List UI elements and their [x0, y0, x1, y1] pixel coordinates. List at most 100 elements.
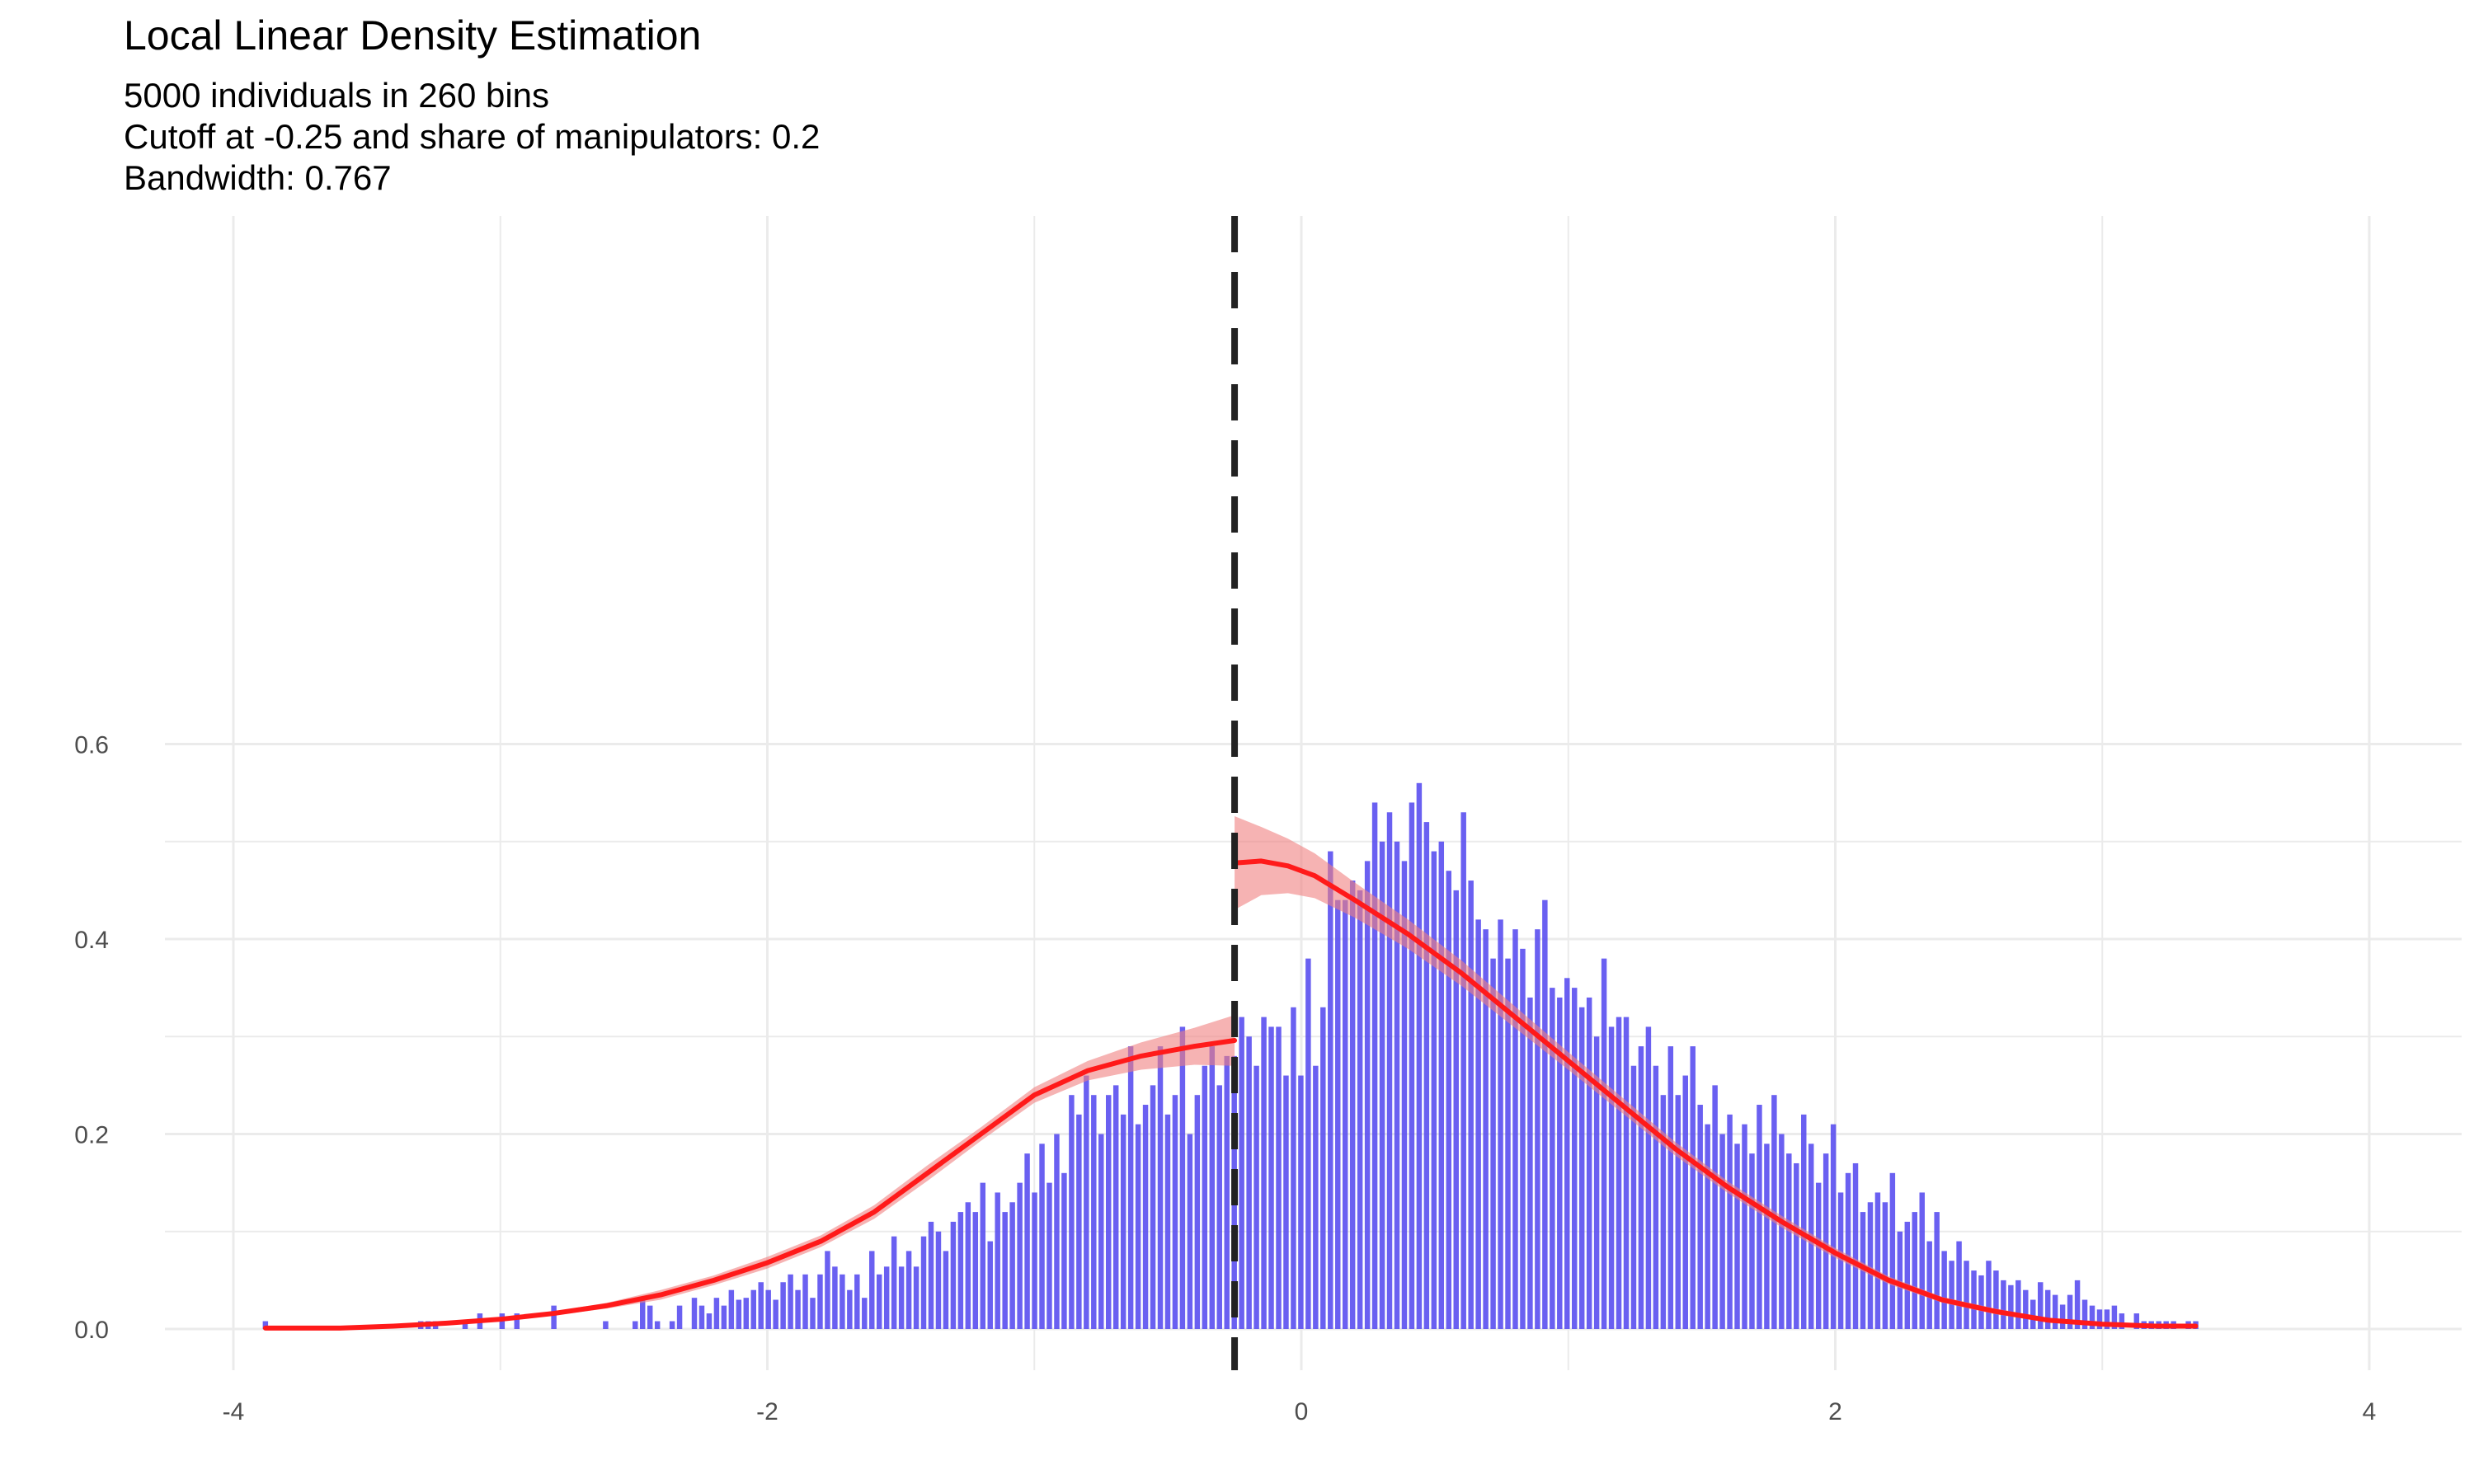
histogram-bars — [262, 782, 2199, 1329]
histogram-bar — [1912, 1212, 1917, 1329]
histogram-bar — [1112, 1085, 1119, 1329]
histogram-bar — [2119, 1313, 2125, 1329]
histogram-bar — [1505, 958, 1511, 1329]
histogram-bar — [1357, 890, 1363, 1329]
histogram-bar — [1202, 1065, 1208, 1329]
histogram-bar — [1837, 1192, 1844, 1329]
histogram-bar — [1964, 1261, 1969, 1329]
histogram-bar — [1335, 899, 1341, 1329]
histogram-bar — [603, 1321, 609, 1329]
histogram-bar — [551, 1305, 557, 1329]
histogram-bar — [1127, 1046, 1134, 1329]
histogram-bar — [1364, 861, 1371, 1329]
histogram-bar — [1630, 1065, 1637, 1329]
histogram-bar — [1475, 919, 1481, 1329]
histogram-bar — [691, 1298, 698, 1329]
histogram-bar — [1542, 899, 1548, 1329]
histogram-bar — [1897, 1231, 1903, 1329]
histogram-bar — [2096, 1309, 2103, 1329]
histogram-bar — [1305, 958, 1311, 1329]
histogram-bar — [1498, 919, 1503, 1329]
histogram-bar — [1867, 1202, 1874, 1329]
histogram-bar — [1283, 1075, 1289, 1329]
histogram-bar — [1054, 1134, 1060, 1329]
histogram-bar — [1239, 1017, 1244, 1329]
histogram-bar — [2067, 1294, 2073, 1329]
histogram-bar — [898, 1266, 905, 1329]
histogram-bar — [1882, 1202, 1888, 1329]
density-fit-lines — [262, 858, 2199, 1331]
histogram-bar — [1416, 782, 1423, 1329]
chart-subtitle-line-1: 5000 individuals in 260 bins — [124, 76, 550, 115]
histogram-bar — [1904, 1221, 1911, 1329]
histogram-bar — [1520, 948, 1526, 1329]
x-tick-label: -4 — [223, 1398, 245, 1425]
histogram-bar — [1734, 1144, 1740, 1329]
histogram-bar — [1593, 1036, 1600, 1329]
histogram-bar — [972, 1212, 979, 1329]
histogram-bar — [1483, 929, 1489, 1329]
histogram-bar — [2038, 1282, 2044, 1329]
histogram-bar — [1749, 1153, 1755, 1329]
histogram-bar — [1727, 1114, 1733, 1329]
histogram-bar — [891, 1236, 897, 1329]
density-fit-line-right — [1232, 858, 2199, 1329]
histogram-bar — [1298, 1075, 1304, 1329]
histogram-bar — [1194, 1095, 1201, 1329]
histogram-bar — [1209, 1046, 1216, 1329]
histogram-bar — [1971, 1270, 1977, 1329]
histogram-bar — [1002, 1212, 1008, 1329]
histogram-bar — [1047, 1182, 1052, 1329]
histogram-bar — [2030, 1299, 2036, 1329]
histogram-bar — [1949, 1261, 1954, 1329]
histogram-bar — [1889, 1172, 1896, 1329]
histogram-bar — [1660, 1095, 1667, 1329]
histogram-bar — [713, 1298, 720, 1329]
histogram-bar — [1216, 1085, 1222, 1329]
x-tick-label: 0 — [1295, 1398, 1309, 1425]
histogram-bar — [633, 1321, 638, 1329]
chart-subtitle-line-3: Bandwidth: 0.767 — [124, 158, 392, 197]
x-tick-label: -2 — [756, 1398, 778, 1425]
histogram-bar — [2104, 1309, 2110, 1329]
histogram-bar — [1164, 1114, 1171, 1329]
histogram-bar — [1313, 1065, 1319, 1329]
histogram-bar — [1253, 1065, 1259, 1329]
histogram-bar — [2001, 1280, 2006, 1329]
histogram-bar — [1919, 1192, 1925, 1329]
histogram-bar — [913, 1266, 920, 1329]
histogram-bar — [1608, 1026, 1615, 1329]
histogram-bar — [2052, 1294, 2058, 1329]
histogram-bar — [1712, 1085, 1718, 1329]
histogram-bar — [1032, 1192, 1037, 1329]
histogram-bar — [840, 1274, 845, 1329]
histogram-bar — [1941, 1251, 1947, 1329]
histogram-bar — [862, 1298, 868, 1329]
histogram-bar — [943, 1251, 949, 1329]
histogram-bar — [1379, 841, 1385, 1329]
histogram-bar — [721, 1305, 727, 1329]
histogram-bar — [728, 1289, 735, 1329]
histogram-bar — [2089, 1305, 2095, 1329]
histogram-bar — [928, 1221, 934, 1329]
histogram-bar — [2008, 1284, 2014, 1329]
histogram-bar — [640, 1298, 646, 1329]
histogram-bar — [788, 1274, 793, 1329]
histogram-bar — [1246, 1036, 1252, 1329]
histogram-bar — [1157, 1046, 1164, 1329]
histogram-bar — [1039, 1144, 1045, 1329]
histogram-bar — [883, 1266, 890, 1329]
histogram-bar — [1453, 890, 1459, 1329]
histogram-bar — [1557, 997, 1563, 1329]
histogram-bar — [1320, 1007, 1326, 1329]
histogram-bar — [262, 1321, 269, 1329]
histogram-bar — [817, 1274, 823, 1329]
histogram-bar — [1446, 871, 1451, 1329]
histogram-bar — [1653, 1065, 1659, 1329]
histogram-bar — [669, 1321, 675, 1329]
histogram-bar — [1823, 1153, 1829, 1329]
histogram-bar — [1786, 1153, 1792, 1329]
histogram-bar — [1601, 958, 1607, 1329]
histogram-bar — [1638, 1046, 1644, 1329]
